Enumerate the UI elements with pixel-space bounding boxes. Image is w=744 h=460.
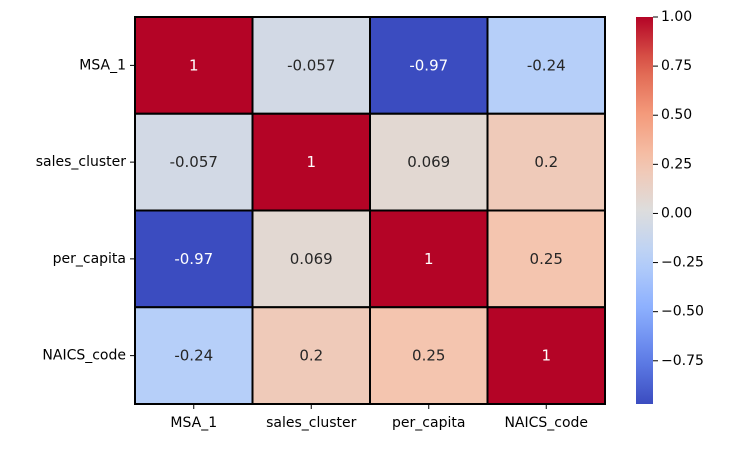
cell-value-label: 1 xyxy=(541,347,551,365)
y-tick-label: per_capita xyxy=(53,251,126,267)
cell-value-label: 0.25 xyxy=(530,250,563,268)
cell-value-label: 0.25 xyxy=(412,347,445,365)
cell-value-label: 1 xyxy=(306,153,316,171)
colorbar-tick-label: 0.50 xyxy=(661,107,692,123)
y-tick-label: MSA_1 xyxy=(79,57,126,73)
y-axis: MSA_1 sales_cluster per_capita NAICS_code xyxy=(36,57,135,364)
heatmap-frame xyxy=(134,16,606,405)
cell-value-label: 0.069 xyxy=(407,153,450,171)
heatmap-cell xyxy=(251,209,371,309)
colorbar-tick-label: 1.00 xyxy=(661,9,692,25)
heatmap-annotations: 1 -0.057 -0.97 -0.24 -0.057 1 0.069 0.2 -0.97 0.0… xyxy=(170,56,566,364)
cell-value-label: -0.24 xyxy=(527,56,566,74)
x-axis: MSA_1 sales_cluster per_capita NAICS_code xyxy=(170,404,588,431)
cell-value-label: -0.97 xyxy=(409,56,448,74)
cell-value-label: 0.069 xyxy=(290,250,333,268)
colorbar-tick-label: −0.50 xyxy=(661,304,704,320)
y-tick-label: sales_cluster xyxy=(36,154,127,170)
heatmap-cell xyxy=(486,209,606,309)
cell-value-label: -0.24 xyxy=(174,347,213,365)
heatmap-cell xyxy=(134,16,254,115)
heatmap-cells xyxy=(134,16,606,405)
heatmap-cell xyxy=(251,306,371,405)
x-tick-label: MSA_1 xyxy=(170,415,217,431)
colorbar-tick-label: −0.75 xyxy=(661,353,704,369)
cell-value-label: -0.057 xyxy=(170,153,218,171)
x-tick-label: per_capita xyxy=(392,415,465,431)
cell-value-label: -0.057 xyxy=(287,56,335,74)
colorbar-tick-label: −0.25 xyxy=(661,255,704,271)
heatmap-cell xyxy=(251,16,371,115)
cell-value-label: 0.2 xyxy=(299,347,323,365)
cell-value-label: 1 xyxy=(189,56,199,74)
heatmap-cell xyxy=(486,112,606,212)
colorbar-tick-label: 0.25 xyxy=(661,156,692,172)
colorbar-tick-label: 0.00 xyxy=(661,205,692,221)
cell-value-label: 1 xyxy=(424,250,434,268)
colorbar-strip xyxy=(636,17,653,404)
colorbar-tick-label: 0.75 xyxy=(661,58,692,74)
x-tick-label: NAICS_code xyxy=(504,415,588,431)
cell-value-label: -0.97 xyxy=(174,250,213,268)
x-tick-label: sales_cluster xyxy=(266,415,357,431)
colorbar: 1.00 0.75 0.50 0.25 0.00 −0.25 −0.50 −0.75 xyxy=(636,9,704,404)
heatmap-cell xyxy=(251,112,371,212)
cell-value-label: 0.2 xyxy=(534,153,558,171)
y-tick-label: NAICS_code xyxy=(42,348,126,364)
heatmap-cell xyxy=(486,306,606,405)
